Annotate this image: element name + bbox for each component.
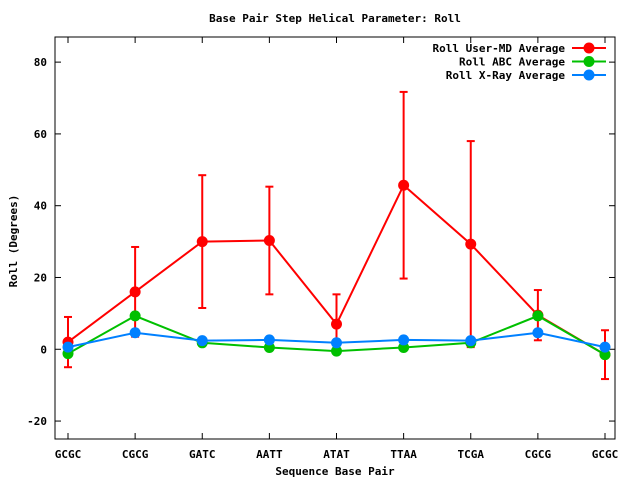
x-tick-label: GCGC xyxy=(592,448,619,461)
legend-marker xyxy=(583,69,595,81)
y-tick-label: 80 xyxy=(34,56,47,69)
data-point xyxy=(263,341,275,353)
data-point xyxy=(331,345,342,357)
legend-label: Roll ABC Average xyxy=(459,56,565,69)
y-tick-label: -20 xyxy=(27,415,47,428)
plot-frame xyxy=(54,36,616,440)
data-point xyxy=(263,235,275,247)
y-tick-label: 60 xyxy=(34,128,47,141)
data-point xyxy=(398,334,410,346)
data-point xyxy=(532,327,544,339)
data-point xyxy=(599,341,611,353)
legend-marker xyxy=(583,56,595,67)
x-tick-label: AATT xyxy=(256,448,283,461)
data-point xyxy=(532,310,544,322)
data-point xyxy=(398,179,410,191)
x-tick-label: GATC xyxy=(189,448,216,461)
data-point xyxy=(196,236,208,248)
x-tick-label: TCGA xyxy=(458,448,485,461)
data-point xyxy=(196,335,208,347)
data-point xyxy=(129,327,141,339)
y-axis-label: Roll (Degrees) xyxy=(7,195,20,288)
x-tick-label: GCGC xyxy=(55,448,82,461)
legend-label: Roll User-MD Average xyxy=(433,42,566,55)
data-point xyxy=(331,337,342,349)
series-xray xyxy=(62,327,611,353)
x-tick-label: CGCG xyxy=(122,448,149,461)
legend-label: Roll X-Ray Average xyxy=(446,69,566,82)
x-tick-label: CGCG xyxy=(525,448,552,461)
x-tick-label: TTAA xyxy=(390,448,417,461)
chart-title: Base Pair Step Helical Parameter: Roll xyxy=(209,12,461,25)
data-point xyxy=(398,341,410,353)
data-point xyxy=(599,349,611,361)
data-point xyxy=(129,310,141,322)
y-tick-label: 40 xyxy=(34,200,47,213)
plot-series xyxy=(62,90,611,381)
x-axis-label: Sequence Base Pair xyxy=(275,465,395,478)
axes: -20 0 20 40 60 80 GCGC CGCG GATC AATT ATAT TTAA TCGA… xyxy=(27,37,618,461)
data-point xyxy=(465,335,477,347)
data-point xyxy=(263,334,275,346)
x-tick-label: ATAT xyxy=(323,448,350,461)
data-point xyxy=(331,318,342,330)
data-point xyxy=(62,341,74,353)
data-point xyxy=(129,286,141,298)
y-tick-label: 20 xyxy=(34,271,47,284)
data-point xyxy=(465,238,477,250)
y-tick-label: 0 xyxy=(40,343,47,356)
legend-marker xyxy=(583,42,595,54)
series-user-md xyxy=(62,90,611,381)
